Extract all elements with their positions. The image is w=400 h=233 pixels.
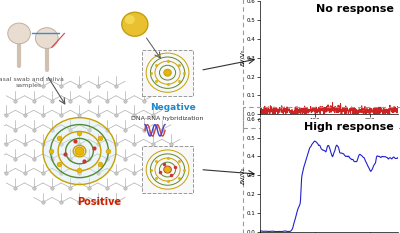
Circle shape [122, 12, 148, 36]
Circle shape [125, 15, 135, 24]
Text: Positive: Positive [78, 197, 122, 207]
Text: Negative: Negative [150, 103, 196, 112]
Circle shape [36, 28, 58, 48]
FancyBboxPatch shape [4, 1, 256, 232]
Text: Nasal swab and saliva
samples: Nasal swab and saliva samples [0, 77, 64, 89]
FancyBboxPatch shape [142, 147, 193, 193]
Y-axis label: ΔV/V₀: ΔV/V₀ [240, 167, 245, 184]
Y-axis label: ΔV/V₀: ΔV/V₀ [240, 49, 245, 66]
Circle shape [43, 118, 116, 185]
Circle shape [75, 147, 84, 155]
Text: No response: No response [316, 4, 394, 14]
Circle shape [164, 167, 170, 172]
FancyBboxPatch shape [142, 50, 193, 96]
Circle shape [8, 23, 30, 44]
X-axis label: Time (sec): Time (sec) [312, 125, 345, 130]
Text: High response: High response [304, 122, 394, 132]
Circle shape [164, 70, 170, 75]
Text: DNA-RNA hybridization: DNA-RNA hybridization [131, 116, 204, 121]
